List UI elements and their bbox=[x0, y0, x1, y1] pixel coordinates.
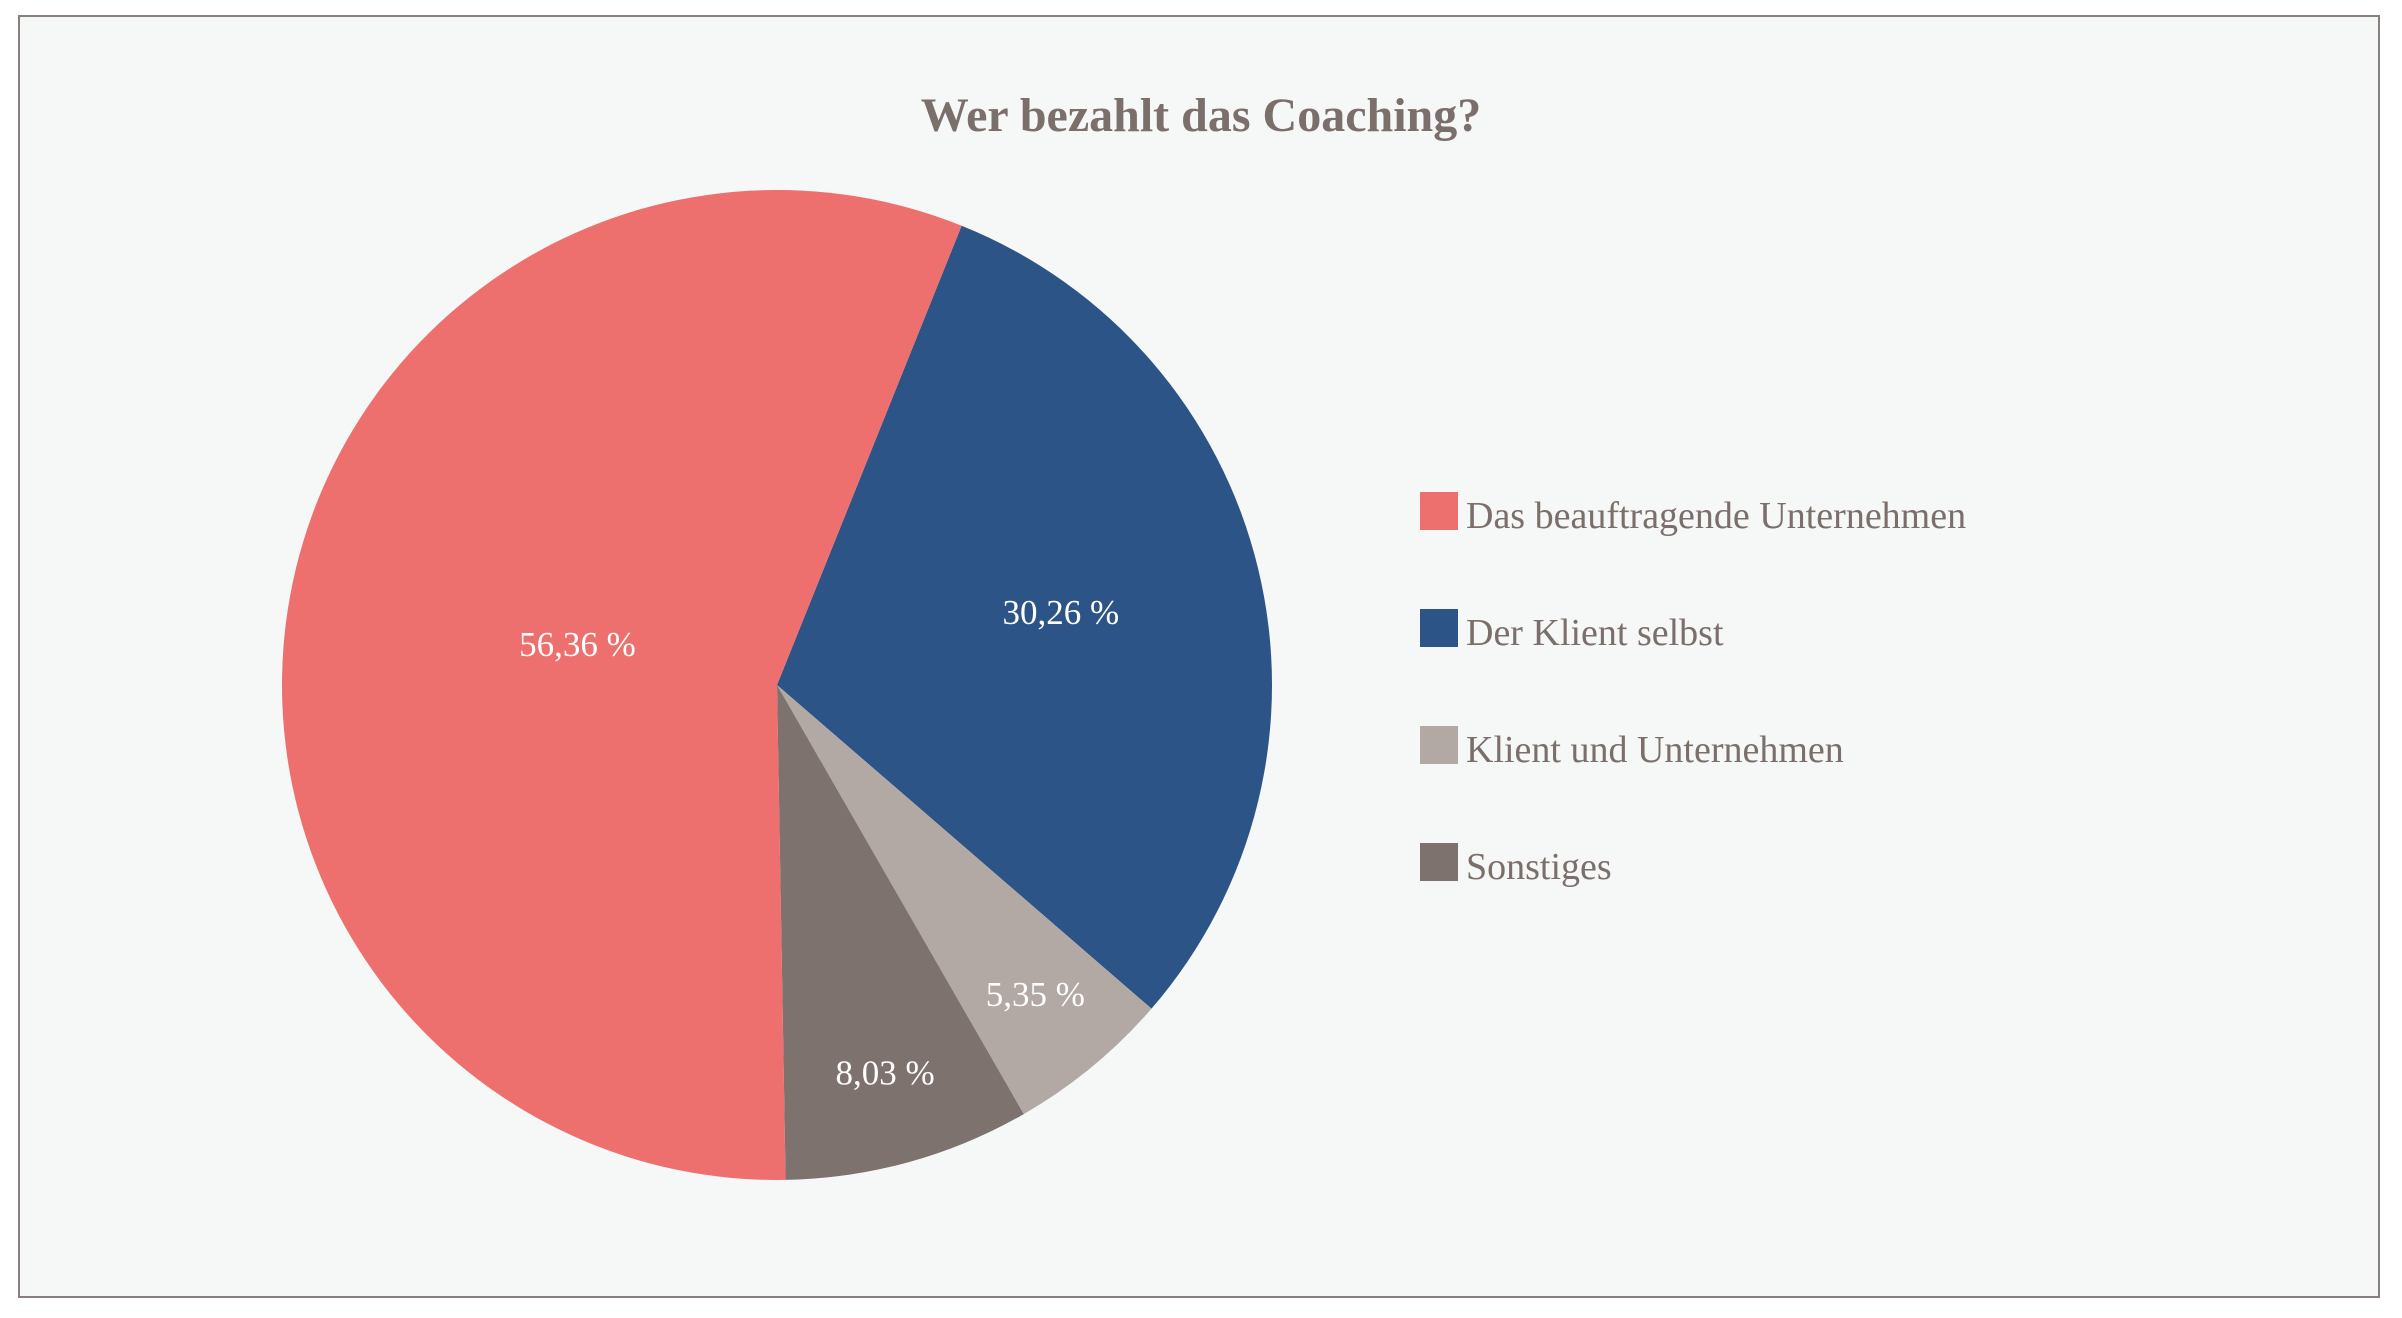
slice-data-label: 56,36 % bbox=[519, 625, 636, 664]
legend-swatch bbox=[1420, 726, 1458, 764]
legend-swatch bbox=[1420, 492, 1458, 530]
legend-label: Klient und Unternehmen bbox=[1466, 729, 1844, 771]
legend-label: Sonstiges bbox=[1466, 846, 1612, 888]
legend-item: Sonstiges bbox=[1420, 841, 1966, 958]
slice-data-label: 30,26 % bbox=[1002, 593, 1119, 632]
pie-slice bbox=[777, 685, 1024, 1180]
pie-slice bbox=[777, 685, 1152, 1115]
slice-data-label: 8,03 % bbox=[836, 1053, 935, 1092]
legend-item: Der Klient selbst bbox=[1420, 607, 1966, 724]
chart-title: Wer bezahlt das Coaching? bbox=[920, 89, 1482, 142]
legend-label: Das beauftragende Unternehmen bbox=[1466, 495, 1967, 537]
slice-data-label: 5,35 % bbox=[986, 975, 1085, 1014]
legend-swatch bbox=[1420, 609, 1458, 647]
pie-slice bbox=[777, 225, 1273, 1009]
legend-item: Klient und Unternehmen bbox=[1420, 724, 1966, 841]
legend-label: Der Klient selbst bbox=[1466, 612, 1724, 654]
legend: Das beauftragende Unternehmen Der Klient… bbox=[1420, 490, 1966, 958]
legend-swatch bbox=[1420, 843, 1458, 881]
legend-item: Das beauftragende Unternehmen bbox=[1420, 490, 1966, 607]
pie-slice bbox=[282, 189, 962, 1181]
